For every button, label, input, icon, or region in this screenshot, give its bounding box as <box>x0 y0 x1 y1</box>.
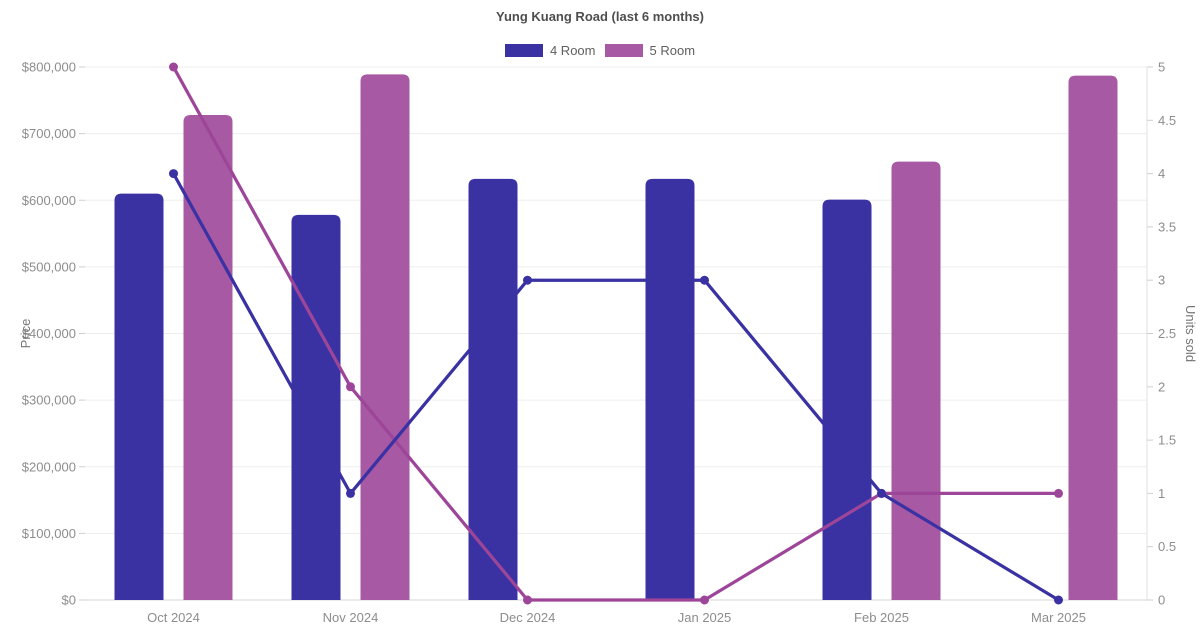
chart-title: Yung Kuang Road (last 6 months) <box>495 9 704 24</box>
bar-4-room-jan-2025[interactable] <box>645 178 695 600</box>
legend-label-4-room: 4 Room <box>549 43 596 58</box>
bar-5-room-nov-2024[interactable] <box>360 74 410 601</box>
left-tick-label: $400,000 <box>22 326 76 341</box>
x-tick-label: Mar 2025 <box>1031 610 1086 625</box>
bar-4-room-oct-2024[interactable] <box>114 193 164 600</box>
right-tick-label: 1 <box>1158 486 1165 501</box>
bar-4-room-nov-2024[interactable] <box>291 214 341 600</box>
right-tick-label: 2.5 <box>1158 326 1176 341</box>
point-4-room-dec-2024[interactable] <box>523 275 532 285</box>
point-5-room-jan-2025[interactable] <box>700 595 709 605</box>
point-4-room-oct-2024[interactable] <box>169 169 178 179</box>
right-tick-label: 0 <box>1158 593 1165 608</box>
bar-5-room-mar-2025[interactable] <box>1068 75 1118 600</box>
x-tick-label: Oct 2024 <box>147 610 200 625</box>
legend-label-5-room: 5 Room <box>649 43 696 58</box>
point-4-room-mar-2025[interactable] <box>1054 595 1063 605</box>
right-tick-label: 4.5 <box>1158 113 1176 128</box>
x-tick-label: Jan 2025 <box>678 610 732 625</box>
left-tick-label: $600,000 <box>22 193 76 208</box>
legend-swatch-5-room <box>604 44 643 57</box>
right-axis-title: Units sold <box>1183 305 1198 362</box>
point-4-room-jan-2025[interactable] <box>700 275 709 285</box>
point-4-room-nov-2024[interactable] <box>346 488 355 498</box>
right-tick-label: 1.5 <box>1158 433 1176 448</box>
right-tick-label: 4 <box>1158 166 1165 181</box>
left-axis-title: Price <box>18 319 33 349</box>
bar-4-room-dec-2024[interactable] <box>468 178 518 600</box>
legend-swatch-4-room <box>504 44 543 57</box>
right-tick-label: 5 <box>1158 60 1165 75</box>
left-tick-label: $500,000 <box>22 259 76 274</box>
bar-5-room-feb-2025[interactable] <box>891 161 941 601</box>
point-5-room-dec-2024[interactable] <box>523 595 532 605</box>
left-tick-label: $100,000 <box>22 526 76 541</box>
legend-item-5-room[interactable]: 5 Room <box>604 43 696 58</box>
line-4-room <box>171 171 1061 602</box>
legend-item-4-room[interactable]: 4 Room <box>504 43 596 58</box>
line-5-room <box>171 65 1061 602</box>
point-5-room-mar-2025[interactable] <box>1054 488 1063 498</box>
right-tick-label: 2 <box>1158 379 1165 394</box>
left-tick-label: $200,000 <box>22 459 76 474</box>
x-tick-label: Dec 2024 <box>500 610 556 625</box>
point-5-room-oct-2024[interactable] <box>169 62 178 72</box>
right-tick-label: 3 <box>1158 273 1165 288</box>
bar-4-room-feb-2025[interactable] <box>822 199 872 601</box>
left-tick-label: $700,000 <box>22 126 76 141</box>
point-5-room-nov-2024[interactable] <box>346 382 355 392</box>
x-tick-label: Feb 2025 <box>854 610 909 625</box>
right-tick-label: 0.5 <box>1158 539 1176 554</box>
point-4-room-feb-2025[interactable] <box>877 488 886 498</box>
left-tick-label: $800,000 <box>22 60 76 75</box>
left-tick-label: $300,000 <box>22 393 76 408</box>
left-tick-label: $0 <box>62 593 76 608</box>
bar-5-room-oct-2024[interactable] <box>183 114 233 600</box>
right-tick-label: 3.5 <box>1158 219 1176 234</box>
x-tick-label: Nov 2024 <box>323 610 379 625</box>
chart-legend: 4 Room 5 Room <box>0 43 1200 58</box>
